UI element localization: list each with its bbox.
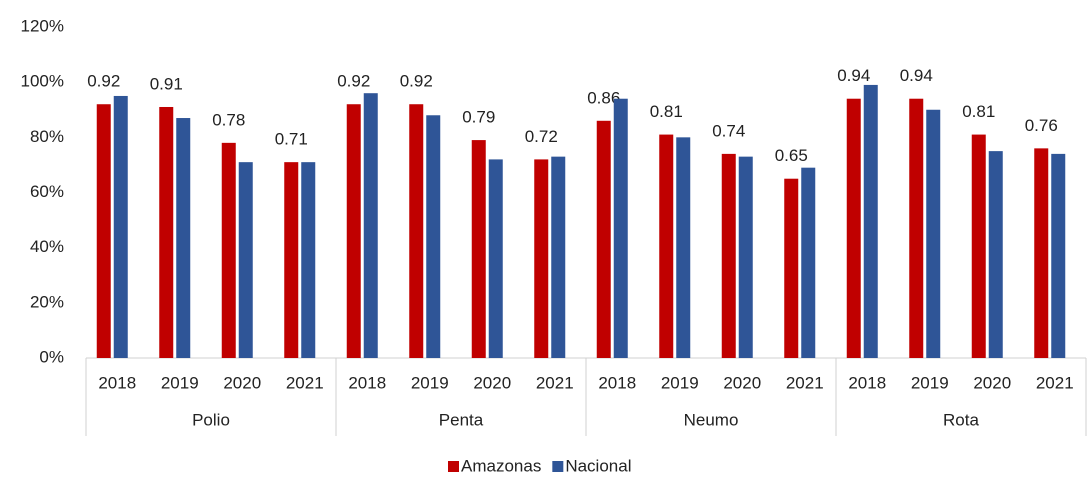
data-label: 0.94 [837,66,870,85]
bar [738,156,753,358]
bar [721,153,736,358]
legend-label: Amazonas [461,456,541,475]
bar [301,162,316,358]
bar [113,95,128,358]
bar [488,159,503,358]
data-label: 0.92 [337,72,370,91]
bar [846,98,861,358]
bar [159,106,174,358]
bar [1051,153,1066,358]
data-label: 0.92 [400,72,433,91]
bar [1034,148,1049,358]
x-tick-label: 2018 [348,373,386,392]
bar [909,98,924,358]
data-label: 0.74 [712,121,745,140]
data-label: 0.86 [587,88,620,107]
bar [988,151,1003,358]
x-tick-label: 2019 [411,373,449,392]
bar [284,162,299,358]
bar [426,115,441,359]
group-label: Neumo [684,410,739,429]
x-tick-label: 2021 [786,373,824,392]
x-tick-label: 2018 [848,373,886,392]
data-label: 0.65 [775,146,808,165]
x-tick-label: 2021 [1036,373,1074,392]
data-label: 0.94 [900,66,933,85]
bar [784,178,799,358]
bar [863,84,878,359]
data-label: 0.81 [650,102,683,121]
y-tick-label: 60% [30,182,64,201]
bar [363,93,378,358]
x-tick-label: 2018 [98,373,136,392]
bar [676,137,691,358]
bar [238,162,253,358]
data-label: 0.78 [212,110,245,129]
bar [926,109,941,358]
bar [96,104,111,358]
x-tick-label: 2019 [911,373,949,392]
group-label: Polio [192,410,230,429]
bar [596,120,611,359]
data-label: 0.79 [462,108,495,127]
y-tick-label: 20% [30,292,64,311]
x-tick-label: 2020 [223,373,261,392]
bar [534,159,549,358]
bar [971,134,986,358]
bar [551,156,566,358]
legend-swatch [552,461,564,472]
y-tick-label: 80% [30,127,64,146]
y-tick-label: 0% [39,347,64,366]
x-tick-label: 2019 [661,373,699,392]
x-tick-label: 2021 [286,373,324,392]
x-tick-label: 2021 [536,373,574,392]
y-tick-label: 120% [21,16,64,35]
data-label: 0.76 [1025,116,1058,135]
bar [659,134,674,358]
data-label: 0.91 [150,74,183,93]
y-tick-label: 40% [30,237,64,256]
data-label: 0.81 [962,102,995,121]
group-label: Penta [439,410,484,429]
data-label: 0.92 [87,72,120,91]
x-tick-label: 2019 [161,373,199,392]
x-tick-label: 2020 [723,373,761,392]
x-tick-label: 2020 [473,373,511,392]
group-label: Rota [943,410,979,429]
legend-swatch [448,461,459,472]
data-label: 0.71 [275,130,308,149]
bar [221,142,236,358]
legend-label: Nacional [565,456,631,475]
x-tick-label: 2020 [973,373,1011,392]
bar [801,167,816,358]
bar [176,118,191,359]
data-label: 0.72 [525,127,558,146]
bar [409,104,424,358]
bar [613,98,628,358]
y-tick-label: 100% [21,72,64,91]
x-tick-label: 2018 [598,373,636,392]
bar [471,140,486,358]
bar [346,104,361,358]
